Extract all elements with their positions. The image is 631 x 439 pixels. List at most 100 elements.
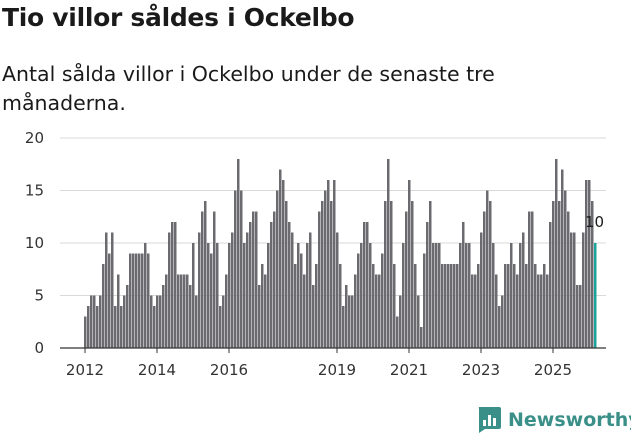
bar: [519, 243, 522, 348]
bar: [321, 201, 324, 348]
bar: [504, 264, 507, 348]
bar: [339, 264, 342, 348]
bar: [96, 306, 99, 348]
bar: [522, 232, 525, 348]
bar: [318, 211, 321, 348]
bar: [384, 201, 387, 348]
bar: [369, 243, 372, 348]
bar: [150, 295, 153, 348]
bar: [435, 243, 438, 348]
bar: [441, 264, 444, 348]
bar: [102, 264, 105, 348]
bar: [276, 190, 279, 348]
bar: [186, 274, 189, 348]
bar: [225, 274, 228, 348]
bar: [267, 243, 270, 348]
bar: [366, 222, 369, 348]
bar: [468, 243, 471, 348]
bar: [402, 243, 405, 348]
bar: [372, 264, 375, 348]
bar: [546, 274, 549, 348]
bar: [117, 274, 120, 348]
y-tick-label: 5: [34, 287, 44, 305]
x-tick-label: 2014: [138, 361, 176, 379]
bar: [282, 180, 285, 348]
bar: [501, 295, 504, 348]
bar: [261, 264, 264, 348]
bar: [570, 232, 573, 348]
bar: [207, 243, 210, 348]
bar: [189, 285, 192, 348]
bar: [162, 285, 165, 348]
bar: [147, 253, 150, 348]
bar: [123, 295, 126, 348]
bar: [534, 264, 537, 348]
bar: [132, 253, 135, 348]
bar: [213, 211, 216, 348]
bar: [498, 306, 501, 348]
bar: [525, 264, 528, 348]
bar: [297, 243, 300, 348]
bar: [558, 201, 561, 348]
bar: [165, 274, 168, 348]
newsworthy-logo: Newsworthy: [476, 406, 631, 434]
bar: [417, 295, 420, 348]
annotations: 10: [585, 213, 604, 231]
bar: [288, 222, 291, 348]
bar: [105, 232, 108, 348]
bar: [465, 243, 468, 348]
bar: [144, 243, 147, 348]
bar: [453, 264, 456, 348]
bar: [483, 211, 486, 348]
bar: [285, 201, 288, 348]
bar: [531, 211, 534, 348]
bar: [135, 253, 138, 348]
bar: [360, 243, 363, 348]
y-tick-label: 0: [34, 339, 44, 357]
bar: [561, 169, 564, 348]
bar-highlight: [594, 243, 597, 348]
bar: [114, 306, 117, 348]
bar: [549, 222, 552, 348]
bar: [234, 190, 237, 348]
bar: [495, 274, 498, 348]
bar: [477, 264, 480, 348]
bar: [249, 222, 252, 348]
bar: [306, 243, 309, 348]
bar: [195, 295, 198, 348]
bar: [333, 180, 336, 348]
bar: [591, 201, 594, 348]
bar: [381, 253, 384, 348]
bar: [471, 274, 474, 348]
chart-subtitle: Antal sålda villor i Ockelbo under de se…: [2, 62, 495, 115]
bar: [354, 274, 357, 348]
bar: [396, 316, 399, 348]
bar: [567, 211, 570, 348]
bar: [309, 232, 312, 348]
bar: [93, 295, 96, 348]
bar: [462, 222, 465, 348]
bar: [327, 180, 330, 348]
bar: [255, 211, 258, 348]
bar: [180, 274, 183, 348]
bar: [231, 232, 234, 348]
bar: [411, 201, 414, 348]
bar: [444, 264, 447, 348]
bar: [543, 264, 546, 348]
bar: [240, 190, 243, 348]
bar: [582, 232, 585, 348]
bar: [378, 274, 381, 348]
bar: [588, 180, 591, 348]
bar: [348, 295, 351, 348]
bar: [168, 232, 171, 348]
bar: [252, 211, 255, 348]
bar: [564, 190, 567, 348]
bar: [480, 232, 483, 348]
bar: [216, 243, 219, 348]
bar: [552, 201, 555, 348]
bar: [459, 243, 462, 348]
brand-name: Newsworthy: [508, 409, 631, 431]
bar: [270, 222, 273, 348]
bar: [426, 222, 429, 348]
bar: [447, 264, 450, 348]
